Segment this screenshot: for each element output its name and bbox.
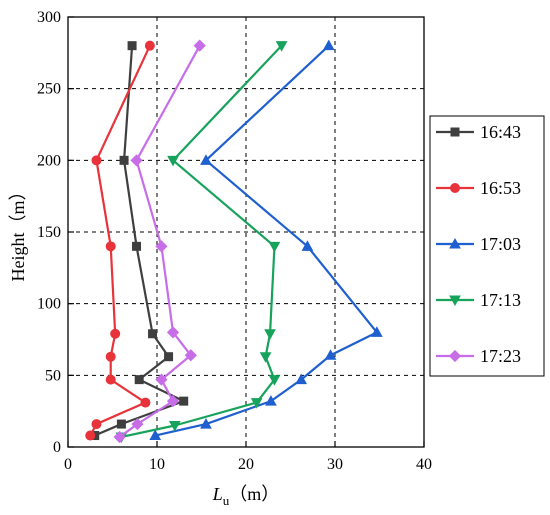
data-point (91, 419, 102, 430)
data-point (166, 395, 180, 408)
data-point (119, 155, 129, 165)
legend-entry: 16:43 (436, 122, 521, 142)
x-tick-label: 30 (327, 456, 343, 473)
data-point (127, 41, 137, 51)
series-1703 (149, 39, 383, 441)
data-point (85, 430, 96, 441)
x-tick-label: 40 (416, 456, 432, 473)
grid (68, 17, 424, 447)
legend-label: 17:13 (480, 290, 521, 310)
series-1643 (90, 41, 189, 441)
legend-marker (448, 349, 462, 363)
y-tick-label: 300 (37, 9, 61, 26)
legend-marker (449, 295, 461, 307)
legend-entry: 16:53 (436, 178, 521, 198)
data-point (168, 421, 181, 432)
legend-marker (450, 183, 460, 193)
y-tick-label: 250 (37, 81, 61, 98)
x-tick-label: 0 (64, 456, 72, 473)
x-tick-label: 20 (238, 456, 254, 473)
legend-entries: 16:43 16:53 17:03 17:13 17:23 (436, 122, 521, 366)
data-point (110, 328, 121, 339)
data-point (131, 417, 144, 431)
data-point (322, 39, 335, 51)
legend-label: 16:53 (480, 178, 521, 198)
x-axis-label-unit: （m） (229, 484, 279, 504)
ticks: 0 10 20 30 40 0 50 100 150 200 250 300 (37, 9, 432, 473)
data-point (167, 155, 179, 167)
data-point (132, 241, 142, 251)
data-point (370, 326, 383, 337)
data-point (155, 240, 168, 253)
data-point (130, 154, 143, 167)
data-point (301, 240, 314, 251)
data-point (116, 419, 126, 429)
x-axis-label-main: L (212, 484, 223, 504)
data-point (166, 326, 180, 339)
data-point (105, 374, 116, 385)
data-point (134, 375, 144, 385)
legend-label: 16:43 (480, 122, 521, 142)
y-tick-label: 200 (37, 152, 61, 169)
data-point (259, 352, 272, 363)
data-point (105, 241, 116, 252)
x-axis-label: Lu（m） (212, 484, 280, 508)
y-tick-label: 100 (37, 296, 61, 313)
legend-label: 17:03 (480, 234, 521, 254)
data-point (144, 40, 155, 51)
data-point (184, 349, 197, 362)
series-layer (85, 39, 383, 444)
legend-entry: 17:03 (436, 234, 521, 254)
series-1653 (85, 40, 155, 441)
data-point (295, 373, 308, 385)
data-point (91, 155, 102, 166)
legend: 16:43 16:53 17:03 17:13 17:23 (429, 115, 545, 377)
data-point (250, 398, 263, 409)
series-line (121, 44, 283, 439)
data-point (164, 352, 174, 362)
data-point (265, 395, 277, 406)
legend-marker (449, 237, 461, 249)
legend-entry: 17:13 (436, 290, 521, 310)
data-point (324, 349, 337, 360)
data-point (275, 41, 288, 52)
x-axis-label-sub: u (223, 493, 230, 508)
y-tick-label: 150 (37, 224, 61, 241)
data-point (149, 429, 162, 441)
data-point (105, 351, 116, 362)
data-point (268, 375, 281, 386)
data-point (200, 418, 212, 429)
legend-marker (450, 127, 460, 137)
data-point (200, 154, 212, 165)
y-axis-label: Height（m） (8, 183, 28, 282)
data-point (268, 241, 281, 253)
data-point (264, 329, 276, 340)
y-tick-label: 0 (53, 439, 61, 456)
x-tick-label: 10 (149, 456, 165, 473)
legend-box (429, 115, 545, 377)
data-point (148, 329, 158, 339)
legend-entry: 17:23 (436, 346, 521, 366)
data-point (193, 39, 206, 52)
data-point (155, 373, 168, 386)
data-point (113, 430, 126, 444)
data-point (140, 397, 151, 408)
legend-label: 17:23 (480, 346, 521, 366)
series-1723 (113, 39, 206, 444)
data-point (179, 396, 189, 406)
y-tick-label: 50 (45, 367, 61, 384)
